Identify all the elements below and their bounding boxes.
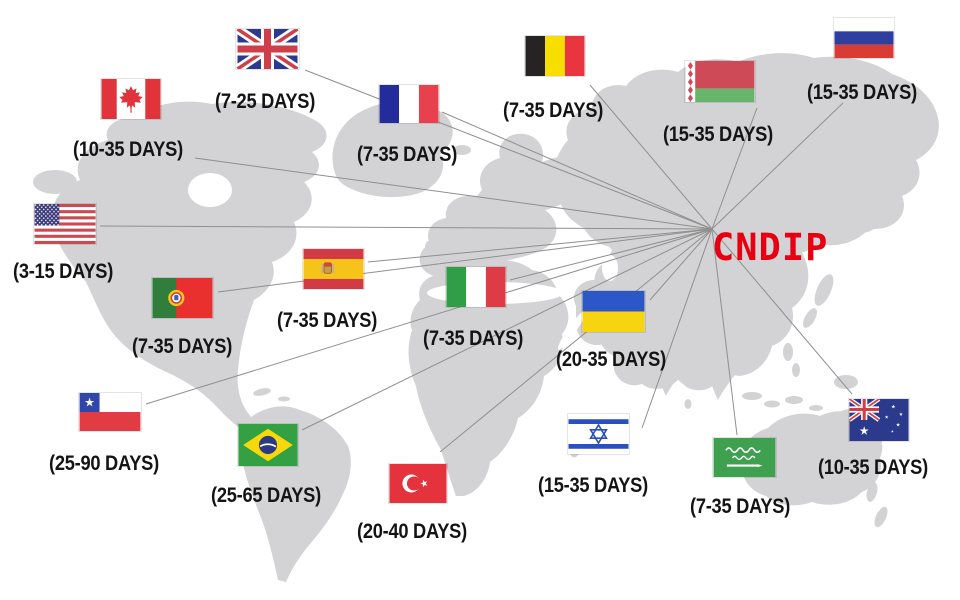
shipping-days-label: (10-35 DAYS) bbox=[818, 456, 928, 479]
shipping-days-label: (15-35 DAYS) bbox=[807, 81, 917, 104]
flag-usa-icon bbox=[33, 203, 97, 245]
shipping-days-label: (15-35 DAYS) bbox=[663, 123, 773, 146]
flag-russia-icon bbox=[833, 17, 895, 59]
flag-australia-icon bbox=[848, 398, 910, 442]
shipping-days-label: (3-15 DAYS) bbox=[13, 260, 114, 283]
shipping-days-label: (20-40 DAYS) bbox=[357, 520, 467, 543]
flag-france-icon bbox=[378, 84, 440, 124]
flag-spain-icon bbox=[302, 248, 365, 290]
flag-belarus-icon bbox=[684, 60, 756, 103]
brand-title: CNDIP bbox=[712, 226, 829, 269]
flag-israel-icon bbox=[567, 413, 630, 455]
shipping-days-label: (7-35 DAYS) bbox=[357, 143, 458, 166]
shipping-days-label: (10-35 DAYS) bbox=[73, 138, 183, 161]
flag-canada-icon bbox=[100, 78, 162, 120]
flag-saudi-arabia-icon bbox=[712, 437, 777, 478]
shipping-days-label: (7-35 DAYS) bbox=[277, 309, 378, 332]
shipping-days-label: (7-35 DAYS) bbox=[690, 495, 791, 518]
flag-chile-icon bbox=[78, 392, 142, 432]
shipping-days-label: (7-25 DAYS) bbox=[215, 90, 316, 113]
flag-turkey-icon bbox=[388, 463, 448, 504]
shipping-days-label: (15-35 DAYS) bbox=[538, 474, 648, 497]
flag-united-kingdom-icon bbox=[235, 28, 300, 70]
shipping-days-label: (20-35 DAYS) bbox=[556, 348, 666, 371]
shipping-days-label: (25-65 DAYS) bbox=[211, 484, 321, 507]
flag-portugal-icon bbox=[151, 277, 214, 319]
flag-italy-icon bbox=[445, 266, 507, 308]
shipping-days-label: (25-90 DAYS) bbox=[49, 452, 159, 475]
shipping-days-label: (7-35 DAYS) bbox=[423, 327, 524, 350]
flag-brazil-icon bbox=[237, 423, 299, 467]
shipping-days-label: (7-35 DAYS) bbox=[132, 335, 233, 358]
shipping-days-label: (7-35 DAYS) bbox=[503, 99, 604, 122]
flag-belgium-icon bbox=[524, 35, 586, 77]
flag-ukraine-icon bbox=[581, 290, 646, 333]
